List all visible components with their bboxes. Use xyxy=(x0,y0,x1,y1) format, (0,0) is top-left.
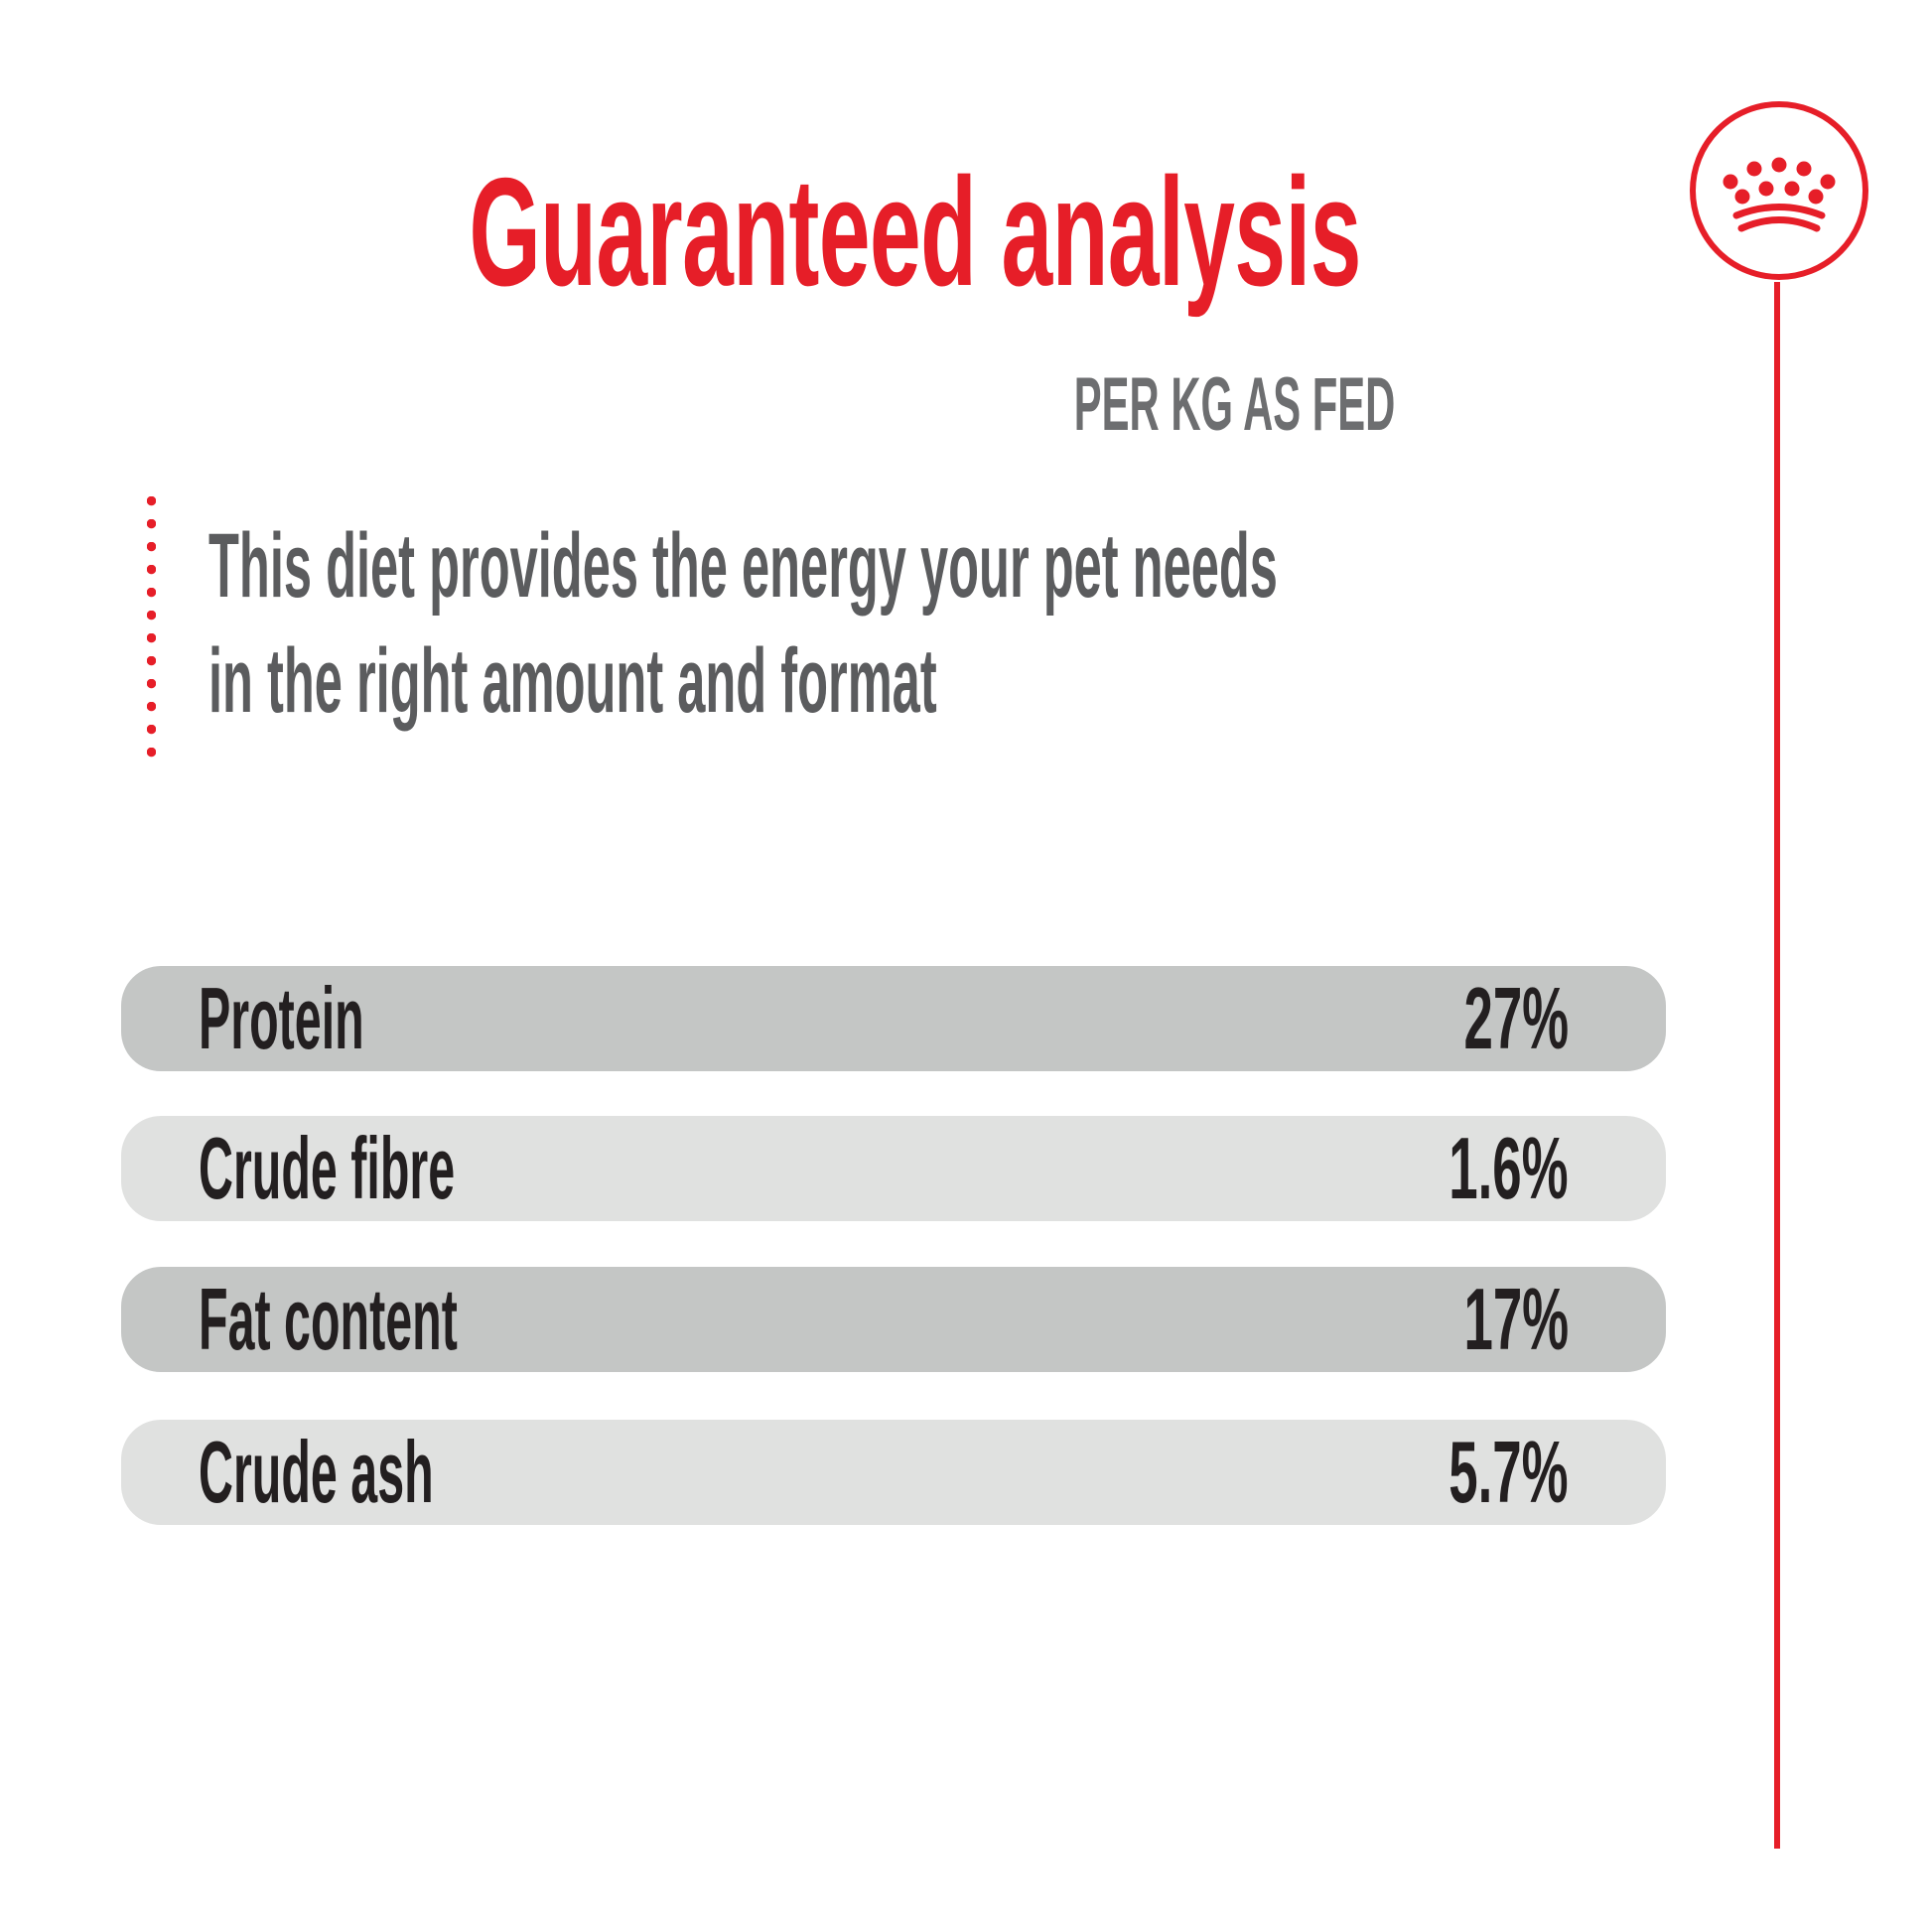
intro-line-1-text: This diet provides the energy your pet n… xyxy=(208,515,1278,617)
table-row-fat-content: Fat content 17% xyxy=(121,1267,1666,1372)
intro-line-2: in the right amount and format xyxy=(208,623,1932,739)
royal-canin-crown-icon xyxy=(1690,101,1868,280)
intro-line-2-text: in the right amount and format xyxy=(208,630,937,732)
row-value: 17% xyxy=(1463,1270,1569,1368)
row-value: 5.7% xyxy=(1449,1423,1569,1521)
intro-line-1: This diet provides the energy your pet n… xyxy=(208,508,1932,623)
analysis-table: Protein 27% Crude fibre 1.6% Fat content… xyxy=(121,966,1666,1525)
dotted-accent-line xyxy=(147,496,156,760)
per-kg-as-fed-text: PER KG AS FED xyxy=(1073,362,1395,447)
table-row-crude-fibre: Crude fibre 1.6% xyxy=(121,1116,1666,1221)
row-label: Crude ash xyxy=(199,1423,434,1521)
row-value: 1.6% xyxy=(1449,1119,1569,1217)
table-row-crude-ash: Crude ash 5.7% xyxy=(121,1420,1666,1525)
intro-text: This diet provides the energy your pet n… xyxy=(208,508,1932,739)
vertical-accent-line xyxy=(1774,282,1780,1849)
page-title: Guaranteed analysis xyxy=(0,155,1831,309)
table-row-protein: Protein 27% xyxy=(121,966,1666,1071)
row-label: Crude fibre xyxy=(199,1119,456,1217)
per-kg-as-fed-label: PER KG AS FED xyxy=(0,367,1395,443)
row-label: Fat content xyxy=(199,1270,458,1368)
page-title-text: Guaranteed analysis xyxy=(469,146,1362,318)
row-label: Protein xyxy=(199,969,364,1067)
row-value: 27% xyxy=(1463,969,1569,1067)
